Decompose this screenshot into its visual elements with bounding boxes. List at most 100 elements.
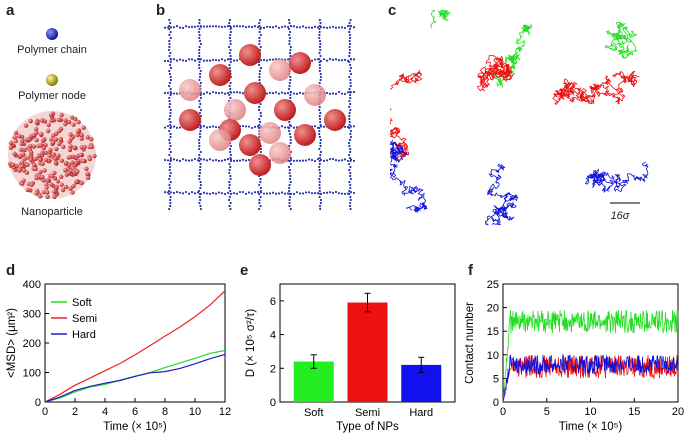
- polymer-bead: [226, 25, 230, 28]
- polymer-bead: [228, 186, 231, 190]
- polymer-bead: [250, 192, 254, 195]
- polymer-bead: [169, 66, 173, 70]
- polymer-bead: [169, 93, 172, 97]
- polymer-bead: [187, 159, 191, 162]
- polymer-bead: [288, 201, 291, 205]
- polymer-bead: [169, 51, 172, 55]
- network-svg: [163, 18, 356, 211]
- polymer-bead: [334, 159, 338, 162]
- polymer-bead: [214, 158, 218, 162]
- polymer-bead: [349, 78, 352, 82]
- polymer-bead: [217, 25, 221, 28]
- polymer-bead: [184, 159, 188, 162]
- polymer-bead: [262, 192, 266, 195]
- polymer-bead: [169, 114, 172, 118]
- polymer-bead: [288, 189, 291, 193]
- polymer-bead: [287, 126, 291, 130]
- polymer-bead: [349, 201, 352, 205]
- polymer-bead: [318, 180, 321, 184]
- polymer-bead: [168, 39, 171, 43]
- polymer-bead: [241, 25, 245, 28]
- polymer-bead: [287, 87, 291, 91]
- polymer-bead: [229, 54, 232, 58]
- polymer-bead: [318, 81, 321, 85]
- polymer-bead: [175, 24, 179, 28]
- polymer-bead: [172, 58, 176, 61]
- nanoparticle-bead: [75, 169, 80, 174]
- polymer-bead: [258, 72, 261, 76]
- polymer-bead: [331, 58, 335, 61]
- polymer-bead: [288, 84, 291, 88]
- nanoparticle-bead: [86, 175, 91, 180]
- nanoparticle-bead: [39, 132, 44, 137]
- polymer-bead: [168, 18, 171, 22]
- bar-semi: [347, 302, 388, 402]
- polymer-bead: [348, 111, 351, 115]
- polymer-bead: [313, 25, 317, 28]
- polymer-bead: [319, 54, 322, 58]
- nanoparticle: [294, 124, 316, 146]
- nanoparticle-bead: [22, 147, 27, 153]
- polymer-bead: [271, 26, 275, 29]
- polymer-bead: [349, 177, 352, 181]
- polymer-bead: [258, 198, 261, 202]
- nanoparticle-bead: [54, 184, 59, 190]
- contact-plot-frame: [502, 283, 679, 403]
- polymer-bead: [202, 191, 206, 194]
- polymer-bead: [289, 135, 292, 139]
- polymer-bead: [198, 21, 201, 25]
- contact-y-tick-label: 5: [493, 373, 499, 385]
- polymer-bead: [229, 60, 232, 64]
- polymer-bead: [184, 59, 188, 62]
- contact-chart-svg: 0 5 10 15 20 0 5 10 15 20 25 Time (× 10⁵) Contact nu…: [464, 279, 684, 433]
- polymer-bead: [199, 150, 202, 154]
- polymer-bead: [226, 191, 230, 194]
- msd-y-axis-label: <MSD> (μm²): [6, 308, 18, 378]
- polymer-bead: [334, 190, 338, 194]
- polymer-bead: [349, 57, 352, 61]
- polymer-bead: [232, 59, 236, 62]
- polymer-bead: [198, 177, 201, 181]
- nanoparticle-bead: [55, 179, 61, 184]
- polymer-bead: [214, 58, 218, 62]
- nanoparticle-bead: [61, 144, 66, 149]
- polymer-bead: [298, 26, 302, 29]
- polymer-bead: [348, 45, 351, 49]
- polymer-bead: [348, 126, 351, 130]
- msd-x-tick-label: 4: [102, 406, 108, 418]
- polymer-bead: [328, 191, 332, 194]
- polymer-bead: [198, 156, 201, 160]
- nanoparticle: [179, 109, 201, 131]
- polymer-bead: [298, 192, 302, 195]
- polymer-bead: [169, 60, 172, 64]
- polymer-bead: [259, 18, 262, 22]
- polymer-bead: [256, 190, 260, 194]
- polymer-bead: [349, 24, 352, 28]
- polymer-bead: [168, 81, 172, 85]
- polymer-bead: [304, 26, 308, 29]
- polymer-bead: [226, 58, 230, 61]
- nanoparticle-bead: [71, 183, 76, 189]
- nanoparticle-bead: [79, 132, 84, 138]
- nanoparticle-bead: [67, 147, 73, 153]
- nanoparticle-bead: [69, 136, 74, 141]
- polymer-bead: [318, 135, 321, 139]
- polymer-bead: [223, 158, 227, 161]
- polymer-bead: [258, 117, 261, 121]
- polymer-bead: [199, 129, 202, 133]
- nanoparticle-bead: [72, 145, 77, 150]
- polymer-bead: [214, 192, 218, 195]
- polymer-bead: [168, 141, 171, 145]
- polymer-bead: [232, 159, 236, 162]
- nanoparticle-bead: [49, 118, 54, 123]
- polymer-bead: [167, 48, 171, 52]
- polymer-bead: [199, 81, 202, 85]
- nanoparticle-bead: [12, 151, 17, 156]
- polymer-bead: [228, 84, 231, 88]
- msd-chart-svg: 0 2 4 6 8 10 12 0 100 200 300 400 Time (× 10⁵) <MSD> …: [6, 279, 231, 433]
- polymer-bead: [322, 191, 326, 195]
- nanoparticle-bead: [41, 145, 47, 150]
- polymer-bead: [277, 92, 281, 95]
- polymer-bead: [168, 153, 171, 157]
- polymer-bead: [318, 186, 321, 190]
